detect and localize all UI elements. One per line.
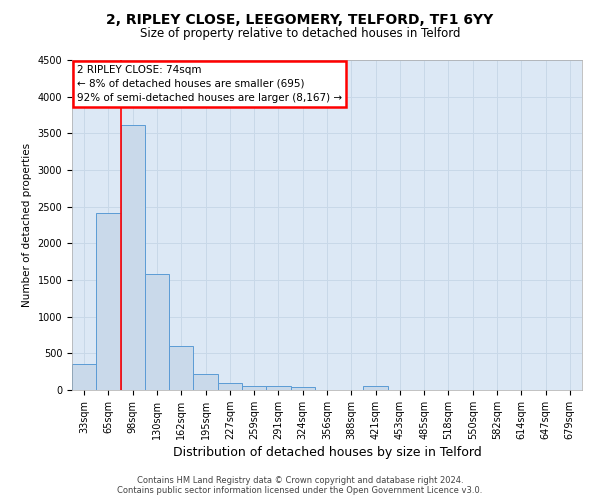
Bar [72, 364, 96, 390]
Bar [145, 274, 169, 390]
Bar [290, 387, 315, 390]
Bar [364, 386, 388, 390]
X-axis label: Distribution of detached houses by size in Telford: Distribution of detached houses by size … [173, 446, 481, 459]
Text: Contains public sector information licensed under the Open Government Licence v3: Contains public sector information licen… [118, 486, 482, 495]
Text: 2, RIPLEY CLOSE, LEEGOMERY, TELFORD, TF1 6YY: 2, RIPLEY CLOSE, LEEGOMERY, TELFORD, TF1… [106, 12, 494, 26]
Bar [193, 374, 218, 390]
Text: Contains HM Land Registry data © Crown copyright and database right 2024.: Contains HM Land Registry data © Crown c… [137, 476, 463, 485]
Bar [169, 346, 193, 390]
Bar [242, 386, 266, 390]
Bar [266, 386, 290, 390]
Bar [218, 382, 242, 390]
Bar [121, 126, 145, 390]
Bar [96, 214, 121, 390]
Text: 2 RIPLEY CLOSE: 74sqm
← 8% of detached houses are smaller (695)
92% of semi-deta: 2 RIPLEY CLOSE: 74sqm ← 8% of detached h… [77, 65, 342, 103]
Text: Size of property relative to detached houses in Telford: Size of property relative to detached ho… [140, 28, 460, 40]
Y-axis label: Number of detached properties: Number of detached properties [22, 143, 32, 307]
